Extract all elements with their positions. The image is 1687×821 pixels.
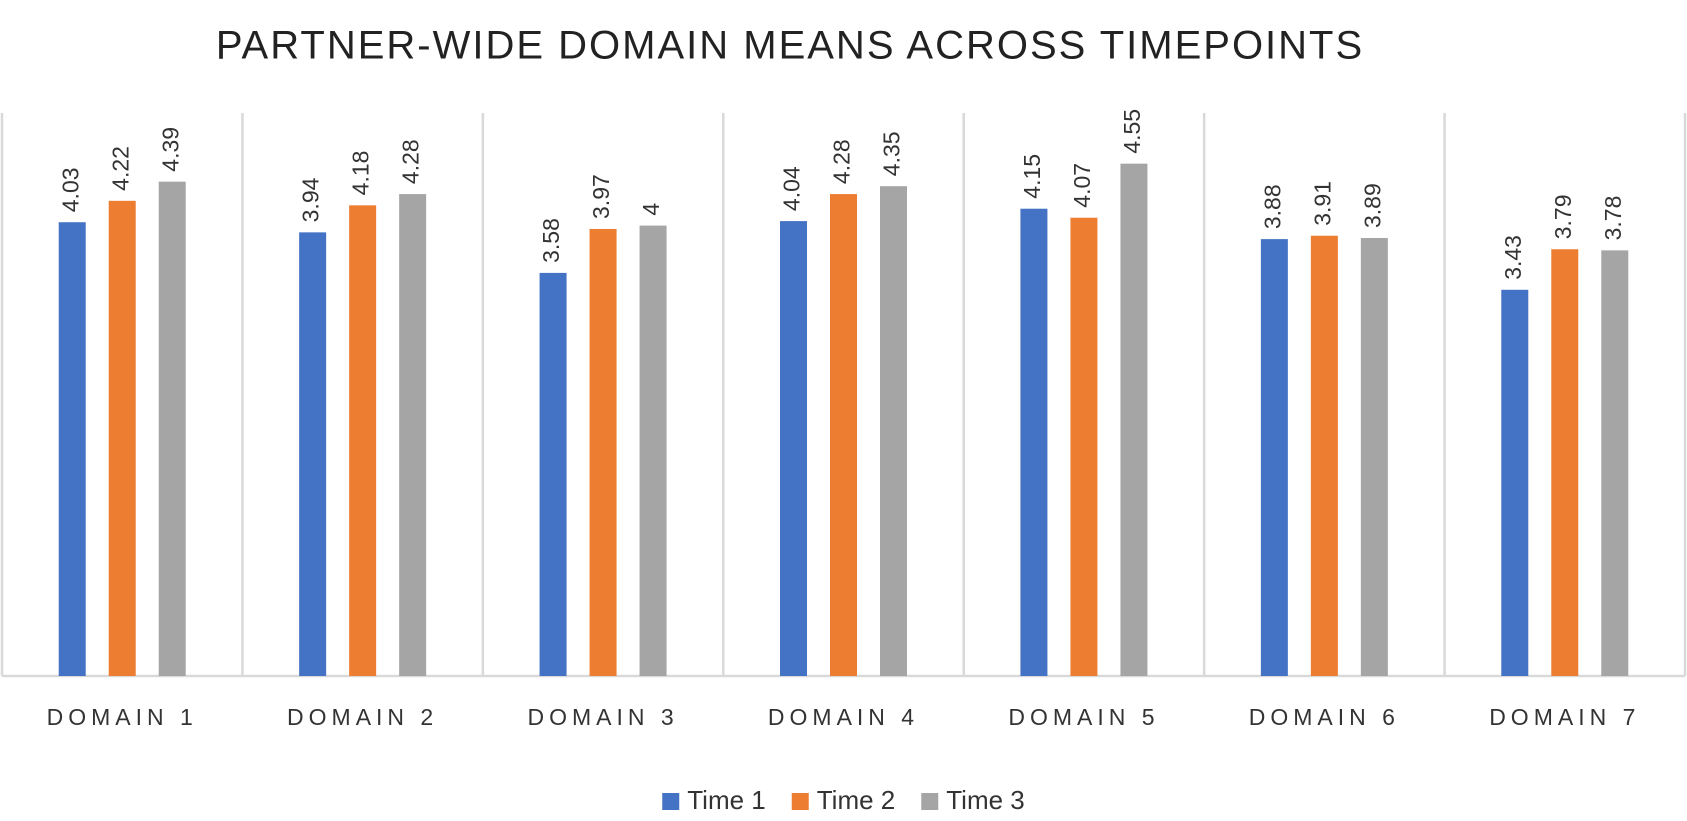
x-tick-label: DOMAIN 1 xyxy=(47,704,198,730)
data-label: 4.03 xyxy=(57,167,83,212)
chart-title: PARTNER-WIDE DOMAIN MEANS ACROSS TIMEPOI… xyxy=(216,24,1364,68)
data-label: 4.28 xyxy=(829,139,855,184)
data-label: 4.18 xyxy=(348,151,374,196)
x-tick-label: DOMAIN 7 xyxy=(1489,704,1640,730)
data-label: 3.79 xyxy=(1550,194,1576,239)
bar xyxy=(299,232,327,676)
data-label: 4.22 xyxy=(107,146,133,191)
data-label: 3.43 xyxy=(1500,235,1526,280)
data-label: 4.35 xyxy=(879,131,905,176)
bar xyxy=(1070,217,1098,676)
data-label: 3.88 xyxy=(1259,184,1285,229)
x-tick-label: DOMAIN 5 xyxy=(1008,704,1159,730)
data-label: 3.97 xyxy=(588,174,614,219)
data-label: 3.91 xyxy=(1309,181,1335,226)
legend-label: Time 3 xyxy=(946,785,1025,815)
bar xyxy=(1501,289,1529,676)
x-tick-label: DOMAIN 6 xyxy=(1249,704,1400,730)
bar xyxy=(1020,208,1048,676)
bar xyxy=(1310,235,1338,676)
bar xyxy=(1360,237,1388,676)
bar xyxy=(589,228,617,676)
bar xyxy=(830,194,857,676)
data-label: 4.55 xyxy=(1119,109,1145,154)
bar xyxy=(399,194,427,676)
bar xyxy=(639,225,667,676)
bar xyxy=(58,222,86,677)
data-label: 4.39 xyxy=(157,127,183,172)
legend-swatch xyxy=(791,793,809,810)
x-tick-label: DOMAIN 2 xyxy=(287,704,438,730)
bar xyxy=(780,221,807,676)
bar xyxy=(108,200,136,676)
legend-label: Time 1 xyxy=(687,785,766,815)
bar xyxy=(349,205,377,676)
data-label: 4.28 xyxy=(398,139,424,184)
bar xyxy=(158,181,186,676)
data-label: 4 xyxy=(638,203,664,216)
data-label: 4.07 xyxy=(1069,163,1095,208)
legend-swatch xyxy=(662,793,680,810)
bar xyxy=(1120,163,1148,677)
data-label: 3.58 xyxy=(538,218,564,263)
legend-label: Time 2 xyxy=(817,785,896,815)
bar xyxy=(1601,250,1629,676)
data-label: 3.94 xyxy=(298,177,324,222)
data-label: 3.78 xyxy=(1600,196,1626,241)
data-label: 4.15 xyxy=(1019,154,1045,199)
data-label: 4.04 xyxy=(779,166,805,211)
bar xyxy=(880,186,907,676)
bar xyxy=(1551,249,1579,676)
x-tick-label: DOMAIN 3 xyxy=(527,704,678,730)
legend-swatch xyxy=(921,793,939,810)
bar xyxy=(539,272,567,676)
data-label: 3.89 xyxy=(1359,183,1385,228)
bar xyxy=(1260,239,1288,676)
x-tick-label: DOMAIN 4 xyxy=(768,704,919,730)
